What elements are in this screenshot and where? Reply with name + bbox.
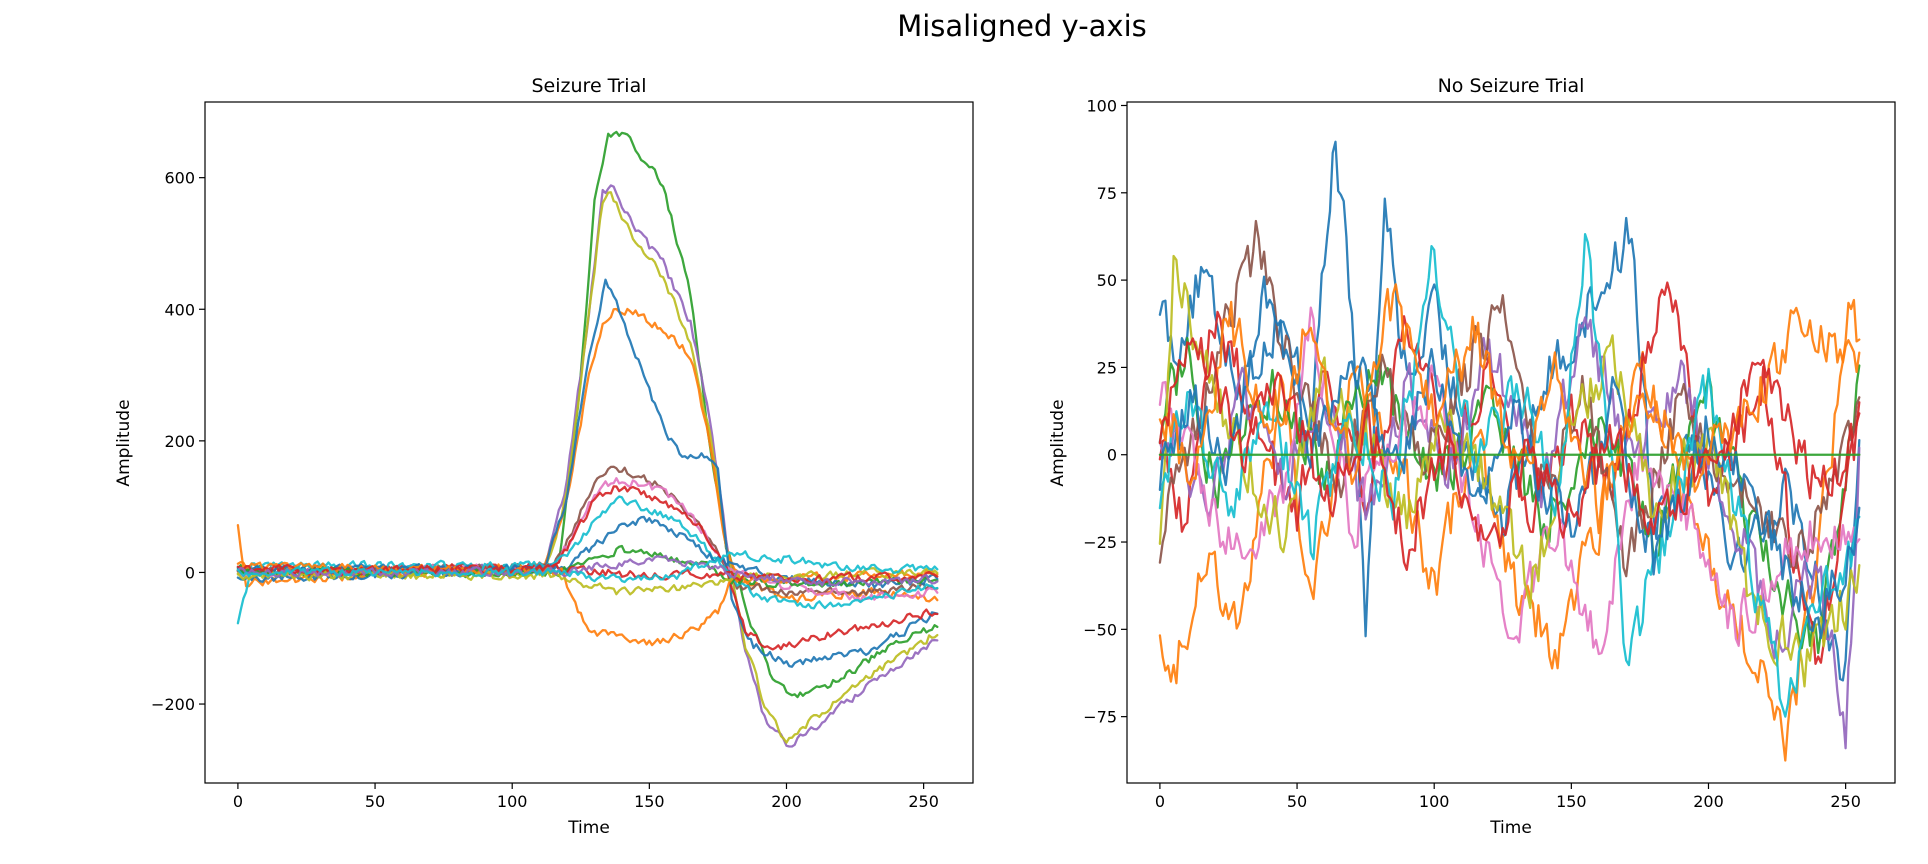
seizure-trial-series-line (236, 184, 939, 748)
no-seizure-trial-series-line (1158, 254, 1861, 688)
figure-title: Misaligned y-axis (897, 9, 1147, 43)
seizure-trial-series-line (236, 278, 939, 668)
seizure-trial-series-line (236, 130, 939, 699)
no-seizure-trial-xtick-label: 100 (1419, 792, 1450, 811)
no-seizure-trial-ytick-label: 100 (1086, 96, 1117, 115)
no-seizure-trial-series-line (1158, 283, 1861, 535)
seizure-trial-xtick-label: 200 (771, 792, 802, 811)
no-seizure-trial-ylabel: Amplitude (1048, 399, 1068, 486)
seizure-trial-xtick-label: 0 (233, 792, 243, 811)
seizure-trial-ticks: 0 50 100 150 200 250 −200 0 200 400 600 (151, 169, 939, 811)
no-seizure-trial-series-line (1158, 281, 1861, 665)
seizure-trial-ytick-label: 0 (185, 563, 195, 582)
no-seizure-trial-xtick-label: 200 (1693, 792, 1724, 811)
no-seizure-trial-ticks: 0 50 100 150 200 250 −75 −50 −25 0 25 50 75 100 (1083, 96, 1861, 811)
no-seizure-trial-xtick-label: 150 (1556, 792, 1587, 811)
seizure-trial-ylabel: Amplitude (114, 399, 134, 486)
no-seizure-trial-panel: No Seizure Trial Time Amplitude 0 50 100 15… (1048, 75, 1896, 838)
no-seizure-trial-series-line (1158, 316, 1861, 750)
seizure-trial-xtick-label: 50 (365, 792, 385, 811)
no-seizure-trial-ytick-label: −50 (1083, 620, 1117, 639)
seizure-trial-series-line (236, 495, 939, 625)
seizure-trial-xtick-label: 100 (497, 792, 528, 811)
no-seizure-trial-lines (1158, 140, 1861, 762)
seizure-trial-ytick-label: 400 (164, 300, 195, 319)
no-seizure-trial-ytick-label: 0 (1107, 446, 1117, 465)
seizure-trial-axes-frame (204, 101, 974, 784)
seizure-trial-series-line (236, 550, 939, 584)
seizure-trial-xtick-label: 150 (634, 792, 665, 811)
no-seizure-trial-ytick-label: 25 (1097, 358, 1117, 377)
seizure-trial-xtick-label: 250 (908, 792, 939, 811)
no-seizure-trial-series-line (1158, 275, 1861, 640)
no-seizure-trial-ytick-label: 50 (1097, 271, 1117, 290)
no-seizure-trial-xtick-label: 0 (1155, 792, 1165, 811)
no-seizure-trial-ytick-label: −25 (1083, 533, 1117, 552)
no-seizure-trial-title: No Seizure Trial (1438, 75, 1585, 97)
seizure-trial-panel: Seizure Trial Time Amplitude 0 50 100 150 20… (114, 75, 974, 838)
seizure-trial-ytick-label: 600 (164, 169, 195, 188)
no-seizure-trial-axes-frame (1126, 101, 1896, 784)
seizure-trial-xlabel: Time (567, 818, 610, 838)
seizure-trial-series-line (236, 554, 939, 587)
no-seizure-trial-ytick-label: −75 (1083, 708, 1117, 727)
seizure-trial-ytick-label: −200 (151, 695, 195, 714)
seizure-trial-lines (236, 130, 939, 748)
seizure-trial-series-line (236, 191, 939, 744)
no-seizure-trial-series-line (1158, 336, 1861, 571)
no-seizure-trial-xtick-label: 50 (1287, 792, 1307, 811)
seizure-trial-title: Seizure Trial (532, 75, 647, 97)
no-seizure-trial-xlabel: Time (1489, 818, 1532, 838)
no-seizure-trial-xtick-label: 250 (1830, 792, 1861, 811)
seizure-trial-ytick-label: 200 (164, 432, 195, 451)
no-seizure-trial-ytick-label: 75 (1097, 184, 1117, 203)
no-seizure-trial-series-line (1158, 233, 1861, 718)
